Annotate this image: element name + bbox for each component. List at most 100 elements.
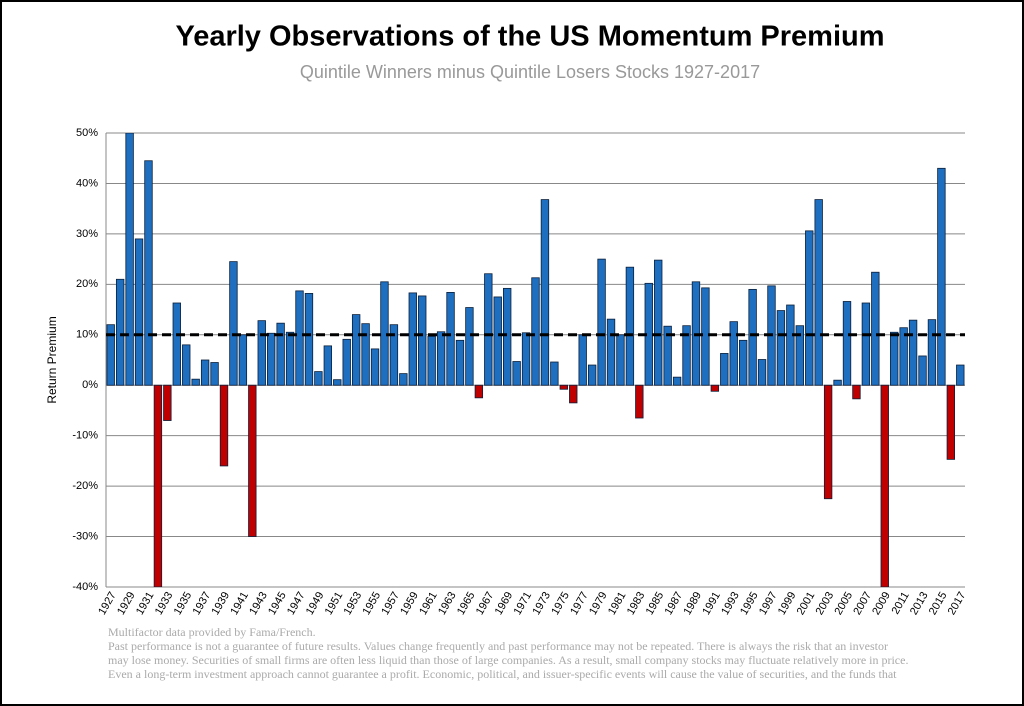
bar: [295, 290, 304, 386]
bar: [748, 288, 757, 386]
bar: [890, 331, 899, 386]
bar: [191, 378, 200, 386]
bar: [238, 334, 248, 386]
bar: [540, 199, 550, 386]
bar: [493, 296, 502, 386]
y-tick-label: 0%: [82, 379, 98, 391]
bar: [172, 302, 181, 386]
bar: [861, 302, 871, 386]
bar: [267, 332, 276, 386]
bar: [701, 287, 710, 386]
bar: [276, 322, 285, 386]
bar: [682, 325, 691, 386]
footnotes: Multifactor data provided by Fama/French…: [108, 625, 908, 681]
bar: [625, 266, 635, 386]
bar: [512, 361, 521, 386]
bar: [578, 334, 587, 386]
y-tick-label: 20%: [76, 278, 98, 290]
y-tick-label: 40%: [76, 177, 98, 189]
bar: [200, 359, 210, 386]
bar: [531, 277, 540, 386]
y-tick-label: -20%: [72, 480, 98, 492]
bar: [776, 310, 786, 386]
bar: [257, 320, 266, 386]
bar: [285, 331, 295, 386]
y-tick-label: 30%: [76, 228, 98, 240]
bar: [521, 332, 531, 386]
footnote: may lose money. Securities of small firm…: [108, 653, 908, 667]
bar: [927, 319, 937, 386]
bar: [304, 293, 314, 386]
bar: [738, 339, 748, 386]
bar: [899, 327, 908, 386]
bar: [823, 384, 833, 500]
chart-title: Yearly Observations of the US Momentum P…: [175, 21, 884, 53]
bar: [663, 325, 672, 386]
bar: [115, 278, 125, 386]
bar: [153, 384, 163, 587]
y-tick-label: -30%: [72, 530, 98, 542]
bar: [587, 364, 597, 386]
bar: [569, 384, 578, 404]
bar: [786, 304, 795, 386]
bar: [757, 359, 767, 386]
bar: [484, 273, 493, 386]
bar: [408, 292, 417, 386]
bar: [134, 238, 144, 386]
bar: [342, 338, 351, 386]
bar: [427, 335, 436, 386]
bar: [720, 353, 729, 386]
bar: [446, 292, 455, 386]
bar: [229, 261, 238, 386]
bar: [672, 376, 682, 386]
y-tick-label: -40%: [72, 581, 98, 593]
y-tick-label: 50%: [76, 127, 98, 139]
bar: [210, 362, 219, 386]
bar: [946, 384, 956, 460]
footnote: Past performance is not a guarantee of f…: [108, 639, 888, 653]
bar: [842, 301, 852, 386]
bar: [370, 348, 380, 386]
bar: [852, 384, 861, 400]
bar: [503, 287, 512, 386]
chart-subtitle: Quintile Winners minus Quintile Losers S…: [300, 62, 760, 82]
bar: [455, 339, 465, 386]
bar: [710, 384, 720, 392]
bar: [606, 318, 616, 386]
bar: [871, 271, 880, 386]
bar: [729, 321, 738, 386]
bar: [333, 379, 342, 386]
bar: [833, 379, 842, 386]
bar: [918, 355, 927, 386]
bar: [616, 334, 625, 386]
y-axis-label: Return Premium: [45, 316, 59, 403]
bar: [144, 160, 153, 386]
bar: [418, 295, 427, 386]
bar: [550, 361, 559, 386]
bar: [399, 373, 408, 386]
footnote: Multifactor data provided by Fama/French…: [108, 625, 316, 639]
bar: [361, 323, 370, 386]
bar: [219, 384, 229, 467]
bar: [248, 384, 257, 537]
bar: [908, 319, 918, 386]
bar: [795, 325, 804, 386]
bar: [351, 314, 361, 386]
bar: [323, 345, 333, 386]
bar: [465, 307, 474, 386]
bar: [182, 344, 191, 386]
bar: [635, 384, 644, 419]
bar: [389, 324, 399, 386]
bar: [106, 324, 115, 386]
bar: [163, 384, 172, 421]
bar: [125, 133, 134, 386]
y-tick-label: -10%: [72, 430, 98, 442]
bar: [597, 258, 606, 386]
bar: [314, 371, 323, 386]
y-tick-label: 10%: [76, 329, 98, 341]
bar: [436, 331, 446, 386]
bar: [880, 384, 889, 587]
footnote: Even a long-term investment approach can…: [108, 667, 897, 681]
